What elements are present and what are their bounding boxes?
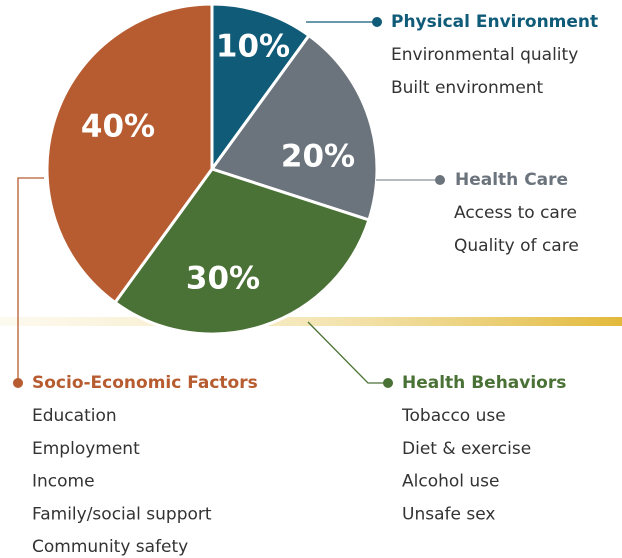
pie-slice [210, 2, 312, 174]
connector [307, 321, 388, 384]
legend-detail: Alcohol use [402, 472, 500, 492]
legend-dot [372, 17, 382, 27]
legend-dot [13, 378, 23, 388]
value-label: 20% [281, 139, 355, 175]
legend-detail: Quality of care [454, 236, 579, 256]
decor-bar [0, 317, 622, 326]
legend-dot [383, 378, 393, 388]
legend-detail: Tobacco use [401, 406, 506, 426]
legend-detail: Community safety [32, 537, 188, 557]
legend-detail: Environmental quality [391, 45, 578, 65]
connector [17, 177, 44, 383]
legend-detail: Unsafe sex [402, 504, 495, 524]
legend-detail: Access to care [454, 203, 577, 223]
legend-heading: Health Behaviors [402, 373, 566, 393]
legend-detail: Built environment [391, 78, 544, 98]
value-label: 10% [216, 29, 290, 65]
legend-detail: Employment [32, 439, 140, 459]
legend-dot [435, 175, 445, 185]
legend-detail: Income [32, 472, 95, 492]
legend-detail: Family/social support [32, 504, 212, 524]
pie-slice [112, 167, 371, 336]
pie-slice [45, 2, 214, 305]
legend-heading: Physical Environment [391, 12, 598, 32]
legend-detail: Diet & exercise [402, 439, 531, 459]
legend-heading: Socio-Economic Factors [32, 373, 258, 393]
legend-detail: Education [32, 406, 117, 426]
pie-slice [209, 33, 379, 222]
value-label: 30% [186, 261, 260, 297]
value-label: 40% [81, 109, 155, 145]
legend-heading: Health Care [455, 170, 568, 190]
